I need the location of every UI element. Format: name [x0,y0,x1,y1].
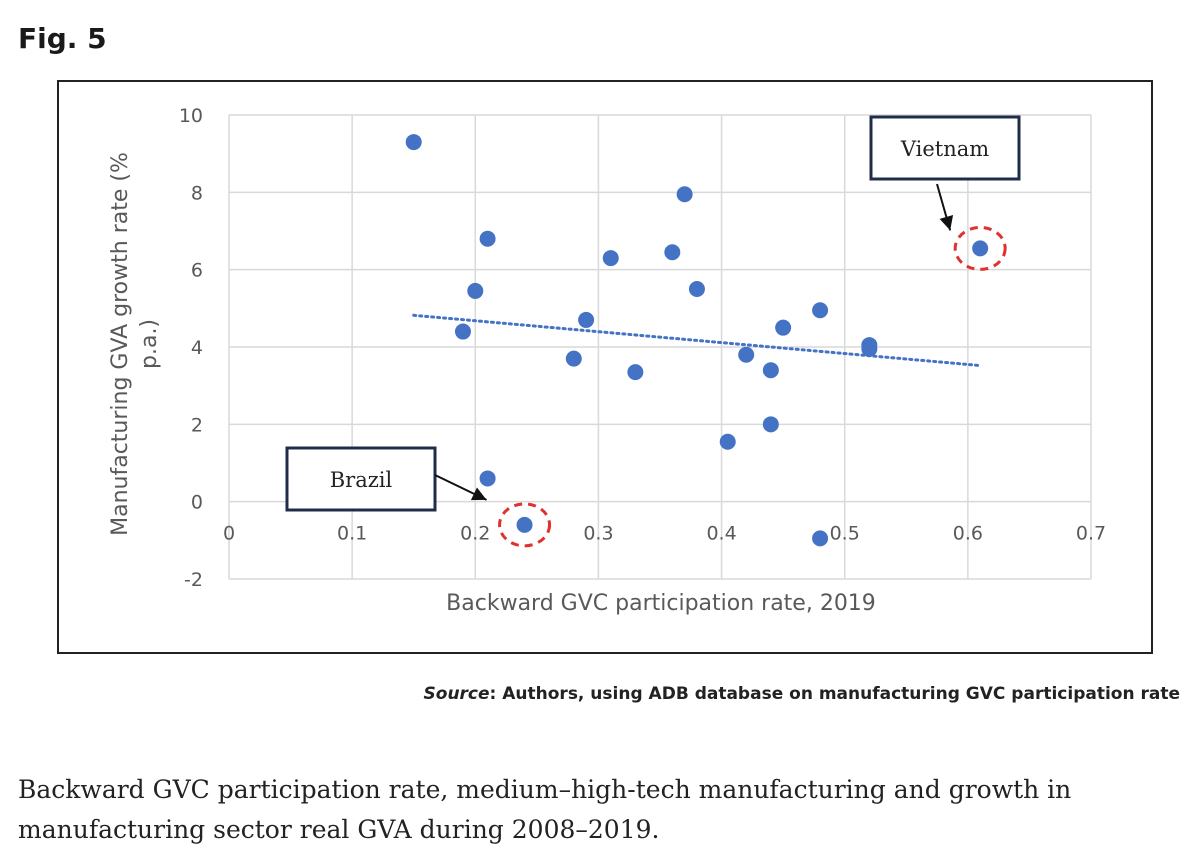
x-tick-label: 0.4 [706,523,736,545]
x-tick-label: 0.5 [830,523,860,545]
y-tick-label: 8 [191,182,203,204]
data-point [738,346,755,363]
data-point [812,530,829,547]
data-point [762,362,779,379]
annotation-arrowhead-brazil [470,487,487,501]
x-tick-label: 0.3 [583,523,613,545]
annotation-box-vietnam [869,115,1021,181]
annotations: Vietnam Brazil [285,115,1021,548]
source-text: : Authors, using ADB database on manufac… [489,684,1180,704]
data-point [762,416,779,433]
data-point [627,364,644,381]
highlight-circle-vietnam [953,225,1007,271]
x-tick-label: 0.2 [460,523,490,545]
data-point [405,134,422,151]
y-tick-label: 10 [179,105,203,127]
data-point [775,319,792,336]
data-point [467,282,484,299]
data-point [676,186,693,203]
y-tick-label: 2 [191,414,203,436]
data-point [812,302,829,319]
y-tick-label: 0 [191,492,203,514]
annotation-box-brazil [285,446,437,512]
data-point [565,350,582,367]
data-point [664,244,681,261]
figure-caption: Backward GVC participation rate, medium–… [18,775,1072,844]
trendline [412,313,982,368]
x-tick-label: 0.6 [953,523,983,545]
data-point [602,250,619,267]
source-prefix: Source [423,684,490,704]
grid-lines [228,114,1092,580]
x-axis-label: Backward GVC participation rate, 2019 [446,591,876,616]
x-tick-label: 0.7 [1076,523,1106,545]
highlight-circle-brazil [498,502,552,548]
chart-frame: 0 0.1 0.2 0.3 0.4 0.5 0.6 0.7 -2 0 2 4 6 8 10 Vietnam B… [57,80,1153,654]
x-tick-label: 0 [223,523,235,545]
x-tick-label: 0.1 [337,523,367,545]
data-point [454,323,471,340]
trendline-group [412,313,982,368]
annotation-label-brazil: Brazil [330,468,393,492]
data-point [861,340,878,357]
source-note: Source: Authors, using ADB database on m… [424,684,1180,704]
y-tick-label: 4 [191,337,203,359]
data-points [405,134,989,547]
data-point [719,433,736,450]
annotation-label-vietnam: Vietnam [900,137,989,161]
data-point-vietnam [972,240,989,257]
data-point [479,230,496,247]
tick-labels: 0 0.1 0.2 0.3 0.4 0.5 0.6 0.7 -2 0 2 4 6 8 10 [179,105,1106,591]
data-point [578,311,595,328]
y-axis-label-line-1: Manufacturing GVA growth rate (% [108,152,133,536]
figure-label: Fig. 5 [18,22,107,55]
scatter-chart: 0 0.1 0.2 0.3 0.4 0.5 0.6 0.7 -2 0 2 4 6 8 10 Vietnam B… [108,105,1106,616]
data-point [479,470,496,487]
y-axis-label-line-2: p.a.) [137,319,162,369]
axis-labels: Backward GVC participation rate, 2019 Ma… [108,152,876,616]
data-point-brazil [516,516,533,533]
y-tick-label: 6 [191,260,203,282]
data-point [688,281,705,297]
annotation-arrowhead-vietnam [939,215,954,231]
y-tick-label: -2 [184,569,203,591]
